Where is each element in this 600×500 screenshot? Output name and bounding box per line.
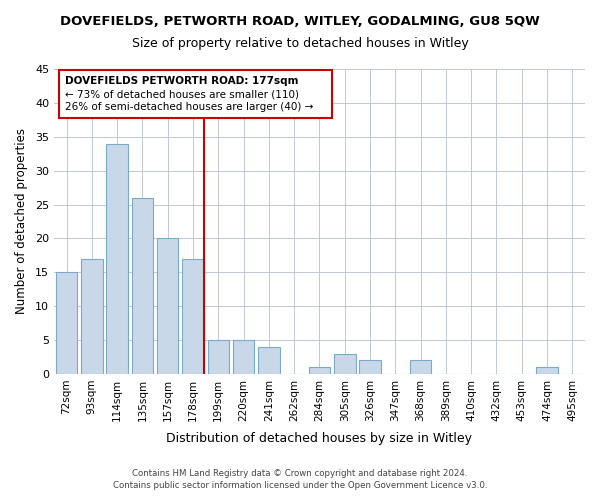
Bar bbox=[81, 258, 103, 374]
Bar bbox=[208, 340, 229, 374]
Text: Size of property relative to detached houses in Witley: Size of property relative to detached ho… bbox=[131, 38, 469, 51]
Bar bbox=[410, 360, 431, 374]
FancyBboxPatch shape bbox=[59, 70, 332, 118]
Text: DOVEFIELDS, PETWORTH ROAD, WITLEY, GODALMING, GU8 5QW: DOVEFIELDS, PETWORTH ROAD, WITLEY, GODAL… bbox=[60, 15, 540, 28]
Bar bbox=[258, 347, 280, 374]
Bar bbox=[309, 367, 330, 374]
Bar bbox=[233, 340, 254, 374]
Bar bbox=[157, 238, 178, 374]
Bar bbox=[56, 272, 77, 374]
X-axis label: Distribution of detached houses by size in Witley: Distribution of detached houses by size … bbox=[166, 432, 472, 445]
Text: DOVEFIELDS PETWORTH ROAD: 177sqm: DOVEFIELDS PETWORTH ROAD: 177sqm bbox=[65, 76, 299, 86]
Text: 26% of semi-detached houses are larger (40) →: 26% of semi-detached houses are larger (… bbox=[65, 102, 314, 113]
Text: ← 73% of detached houses are smaller (110): ← 73% of detached houses are smaller (11… bbox=[65, 89, 299, 99]
Bar bbox=[359, 360, 381, 374]
Bar bbox=[131, 198, 153, 374]
Text: Contains HM Land Registry data © Crown copyright and database right 2024.
Contai: Contains HM Land Registry data © Crown c… bbox=[113, 468, 487, 490]
Bar bbox=[182, 258, 204, 374]
Y-axis label: Number of detached properties: Number of detached properties bbox=[15, 128, 28, 314]
Bar bbox=[536, 367, 558, 374]
Bar bbox=[106, 144, 128, 374]
Bar bbox=[334, 354, 356, 374]
